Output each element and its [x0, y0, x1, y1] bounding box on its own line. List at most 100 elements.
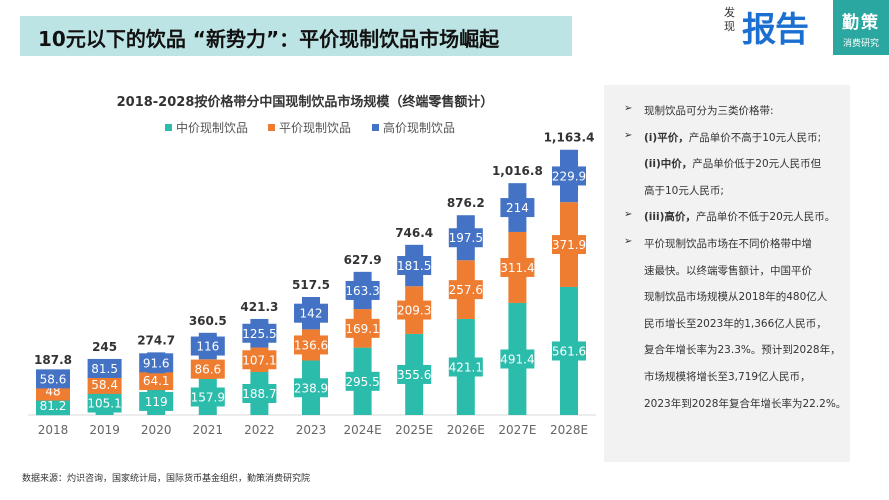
total-label: 245 [92, 340, 117, 354]
total-label: 360.5 [189, 314, 227, 328]
legend-label: 中价现制饮品 [176, 120, 248, 135]
note-line: 市场规模将增长至3,719亿人民币， [644, 369, 811, 384]
data-label: 157.9 [191, 390, 225, 404]
note-bold: (iii)高价， [644, 211, 696, 224]
data-label-box [345, 280, 380, 300]
note-text: 产品单价不高于10元人民币; [688, 131, 822, 144]
brand-logo: 勤策 消费研究 [833, 0, 889, 55]
data-label-box [397, 256, 432, 276]
page-title: 10元以下的饮品 “新势力”：平价现制饮品市场崛起 [38, 27, 500, 51]
data-label-box [500, 257, 535, 277]
data-label-box [242, 350, 277, 370]
data-label: 238.9 [294, 381, 328, 395]
total-label: 274.7 [137, 333, 175, 347]
data-label-box [36, 396, 70, 416]
bullet-arrow-icon: ➢ [624, 236, 633, 247]
data-label: 421.1 [449, 360, 483, 374]
legend-swatch [372, 124, 379, 131]
data-label: 136.6 [294, 338, 328, 352]
data-label: 491.4 [500, 352, 534, 366]
note-text: 市场规模将增长至3,719亿人民币， [644, 371, 811, 383]
data-label: 561.6 [552, 344, 586, 358]
chart: 2018-2028按价格带分中国现制饮品市场规模（终端零售额计） 中价现制饮品 平价… [28, 94, 596, 437]
x-tick-label: 2028E [550, 423, 588, 437]
note-line: 2023年到2028年复合年增长率为22.2%。 [644, 396, 846, 411]
bullet-arrow-icon: ➢ [624, 103, 633, 114]
note-text: 现制饮品市场规模从2018年的480亿人 [644, 291, 828, 304]
data-label-box [36, 369, 70, 389]
note-text: 复合年增长率为23.3%。预计到2028年， [644, 344, 841, 357]
note-bold: (i)平价， [644, 131, 689, 144]
bullet-arrow-icon: ➢ [624, 209, 633, 221]
note-text: 现制饮品可分为三类价格带: [644, 105, 774, 117]
note-line: (ii)中价，产品单价低于20元人民币但 [644, 156, 821, 171]
title-bar: 10元以下的饮品 “新势力”：平价现制饮品市场崛起 [20, 16, 572, 56]
note-line: 现制饮品市场规模从2018年的480亿人 [644, 289, 827, 304]
data-label-box [190, 336, 225, 356]
total-label: 517.5 [292, 278, 330, 292]
data-label: 105.1 [87, 397, 121, 411]
data-label: 257.6 [449, 283, 483, 297]
total-label: 421.3 [240, 300, 278, 314]
note-line: 复合年增长率为23.3%。预计到2028年， [644, 342, 841, 357]
data-label: 91.6 [143, 356, 170, 370]
chart-title: 2018-2028按价格带分中国现制饮品市场规模（终端零售额计） [117, 94, 494, 110]
x-tick-label: 2022 [244, 423, 275, 437]
note-line: (iii)高价，产品单价不低于20元人民币。 [644, 209, 835, 224]
data-label: 58.4 [91, 378, 118, 392]
x-tick-label: 2019 [89, 423, 120, 437]
data-label-box [397, 300, 432, 320]
x-tick-label: 2024E [344, 423, 382, 437]
data-label: 197.5 [449, 231, 483, 245]
data-label-box [345, 371, 380, 391]
data-label-box [448, 357, 483, 377]
notes-panel: ➢ 现制饮品可分为三类价格带: ➢ (i)平价，产品单价不高于10元人民币; (ii)中… [604, 85, 850, 462]
data-label-box [190, 359, 225, 379]
data-label: 209.3 [397, 304, 431, 318]
brand-sub: 消费研究 [842, 39, 879, 49]
total-label: 627.9 [344, 253, 382, 267]
logo-small-text: 发现 [724, 6, 735, 33]
data-label-box [552, 341, 586, 361]
data-label-box [397, 364, 432, 384]
data-label: 188.7 [242, 387, 276, 401]
note-line: 民币增长至2023年的1,366亿人民币， [644, 316, 827, 331]
data-label: 81.2 [40, 399, 67, 413]
data-label-box [294, 335, 328, 355]
data-label-box [87, 358, 122, 378]
data-label: 81.5 [91, 362, 118, 376]
data-label: 119 [145, 395, 168, 409]
logo-report: 报告 [742, 10, 809, 50]
data-label: 311.4 [500, 261, 534, 275]
data-label-box [87, 393, 122, 413]
x-tick-label: 2018 [38, 423, 69, 437]
note-bold: (ii)中价， [644, 158, 693, 171]
x-tick-label: 2026E [447, 423, 485, 437]
note-line: 高于10元人民币; [644, 183, 724, 198]
data-label-box [87, 374, 122, 394]
data-label-box [294, 303, 328, 323]
source-note: 数据来源：灼识咨询，国家统计局，国际货币基金组织，勤策消费研究院 [22, 474, 311, 484]
note-text: 产品单价低于20元人民币但 [692, 158, 822, 171]
data-label: 371.9 [552, 238, 586, 252]
data-label: 125.5 [242, 327, 276, 341]
x-tick-label: 2023 [296, 423, 327, 437]
note-text: 2023年到2028年复合年增长率为22.2%。 [644, 397, 847, 410]
note-text: 平价现制饮品市场在不同价格带中增 [644, 238, 812, 250]
data-label-box [190, 387, 225, 407]
x-tick-label: 2025E [395, 423, 433, 437]
data-label: 295.5 [345, 375, 379, 389]
data-label: 86.6 [194, 363, 221, 377]
data-label-box [345, 318, 380, 338]
data-label: 355.6 [397, 368, 431, 382]
data-label-box [139, 353, 174, 373]
data-label: 58.6 [40, 372, 67, 386]
total-label: 1,016.8 [492, 164, 543, 178]
data-label-box [139, 371, 174, 391]
note-text: 速最快。以终端零售额计，中国平价 [644, 264, 812, 277]
data-label: 181.5 [397, 259, 431, 273]
x-tick-label: 2027E [498, 423, 536, 437]
data-label: 116 [196, 340, 219, 354]
total-label: 187.8 [34, 353, 72, 367]
